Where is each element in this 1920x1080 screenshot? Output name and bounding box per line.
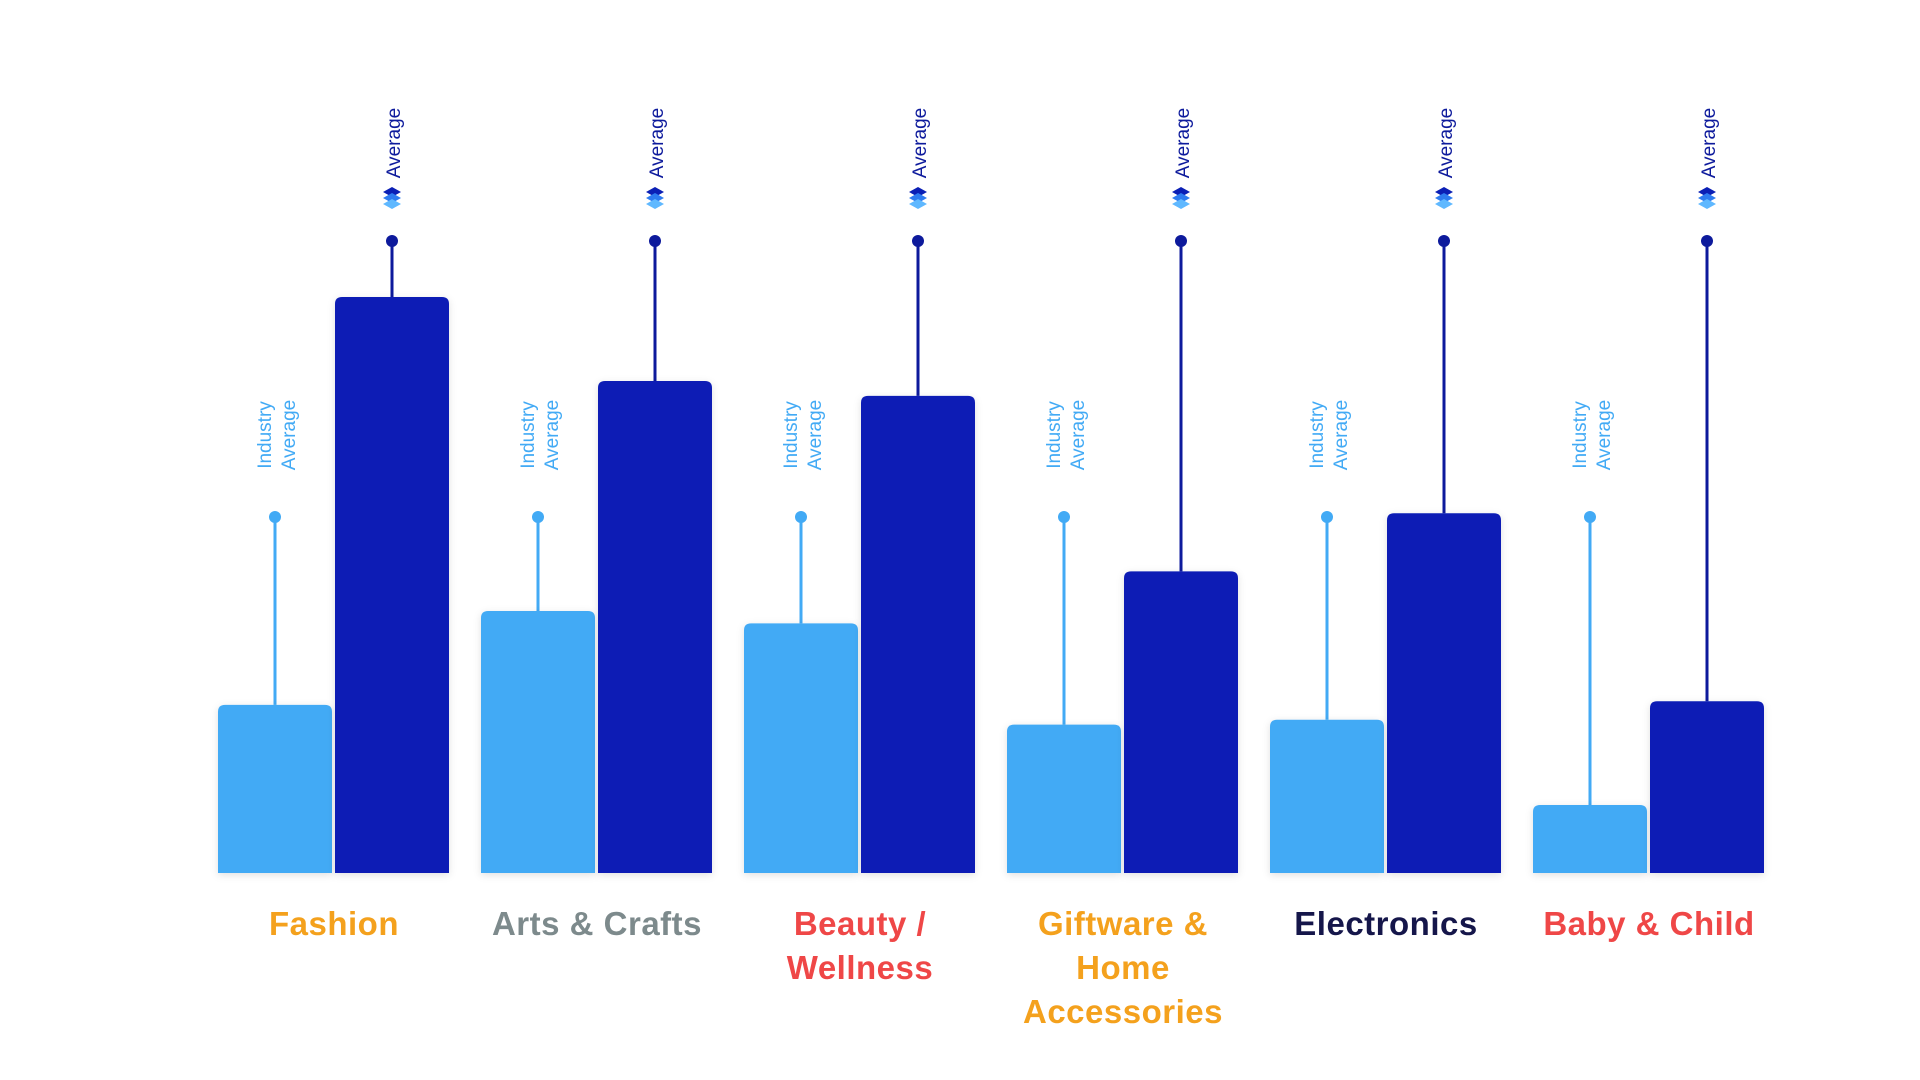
category-label: Baby & Child [1543,905,1755,942]
bar [218,704,332,873]
category-label: Electronics [1294,905,1478,942]
brand-icon [383,187,401,209]
icon-layer [1698,199,1716,209]
series-label: Industry Average [1307,399,1352,471]
icon-layer [646,187,664,197]
series-label: Average [384,107,405,179]
icon-layer [909,199,927,209]
bar [1650,701,1764,873]
pin-dot [795,511,807,523]
icon-layer [646,193,664,203]
bar [1124,571,1238,873]
series-label: Industry Average [781,399,826,471]
bar [598,381,712,873]
category-label: Fashion [268,905,399,942]
brand-icon [1172,187,1190,209]
pin-dot [386,235,398,247]
series-label: Industry Average [1044,399,1089,471]
icon-layer [909,187,927,197]
series-label: Average [1173,107,1194,179]
pin-dot [912,235,924,247]
icon-layer [383,193,401,203]
icon-layer [383,187,401,197]
pin-dot [532,511,544,523]
bar [1270,719,1384,873]
brand-icon [909,187,927,209]
series-label: Average [1699,107,1720,179]
bar [335,297,449,873]
series-label: Industry Average [255,399,300,471]
bar [1387,513,1501,873]
bar [481,610,595,873]
bar [861,395,975,873]
bar [1007,724,1121,873]
icon-layer [1698,193,1716,203]
icon-layer [646,199,664,209]
icon-layer [1435,187,1453,197]
bar [1533,805,1647,873]
pin-dot [1058,511,1070,523]
pin-dot [1321,511,1333,523]
series-label: Industry Average [518,399,563,471]
icon-layer [1435,193,1453,203]
pin-dot [1584,511,1596,523]
bar [744,623,858,873]
icon-layer [909,193,927,203]
series-label: Industry Average [1570,399,1615,471]
series-label: Average [647,107,668,179]
pin-dot [649,235,661,247]
brand-icon [646,187,664,209]
icon-layer [1172,199,1190,209]
icon-layer [1172,187,1190,197]
pin-dot [1175,235,1187,247]
pin-dot [269,511,281,523]
pin-dot [1701,235,1713,247]
pin-dot [1438,235,1450,247]
icon-layer [383,199,401,209]
icon-layer [1435,199,1453,209]
category-label: Beauty / Wellness [786,905,934,986]
icon-layer [1698,187,1716,197]
category-label: Arts & Crafts [491,905,703,942]
series-label: Average [910,107,931,179]
brand-icon [1698,187,1716,209]
icon-layer [1172,193,1190,203]
brand-icon [1435,187,1453,209]
series-label: Average [1436,107,1457,179]
category-label: Giftware & Home Accessories [1023,905,1223,1030]
